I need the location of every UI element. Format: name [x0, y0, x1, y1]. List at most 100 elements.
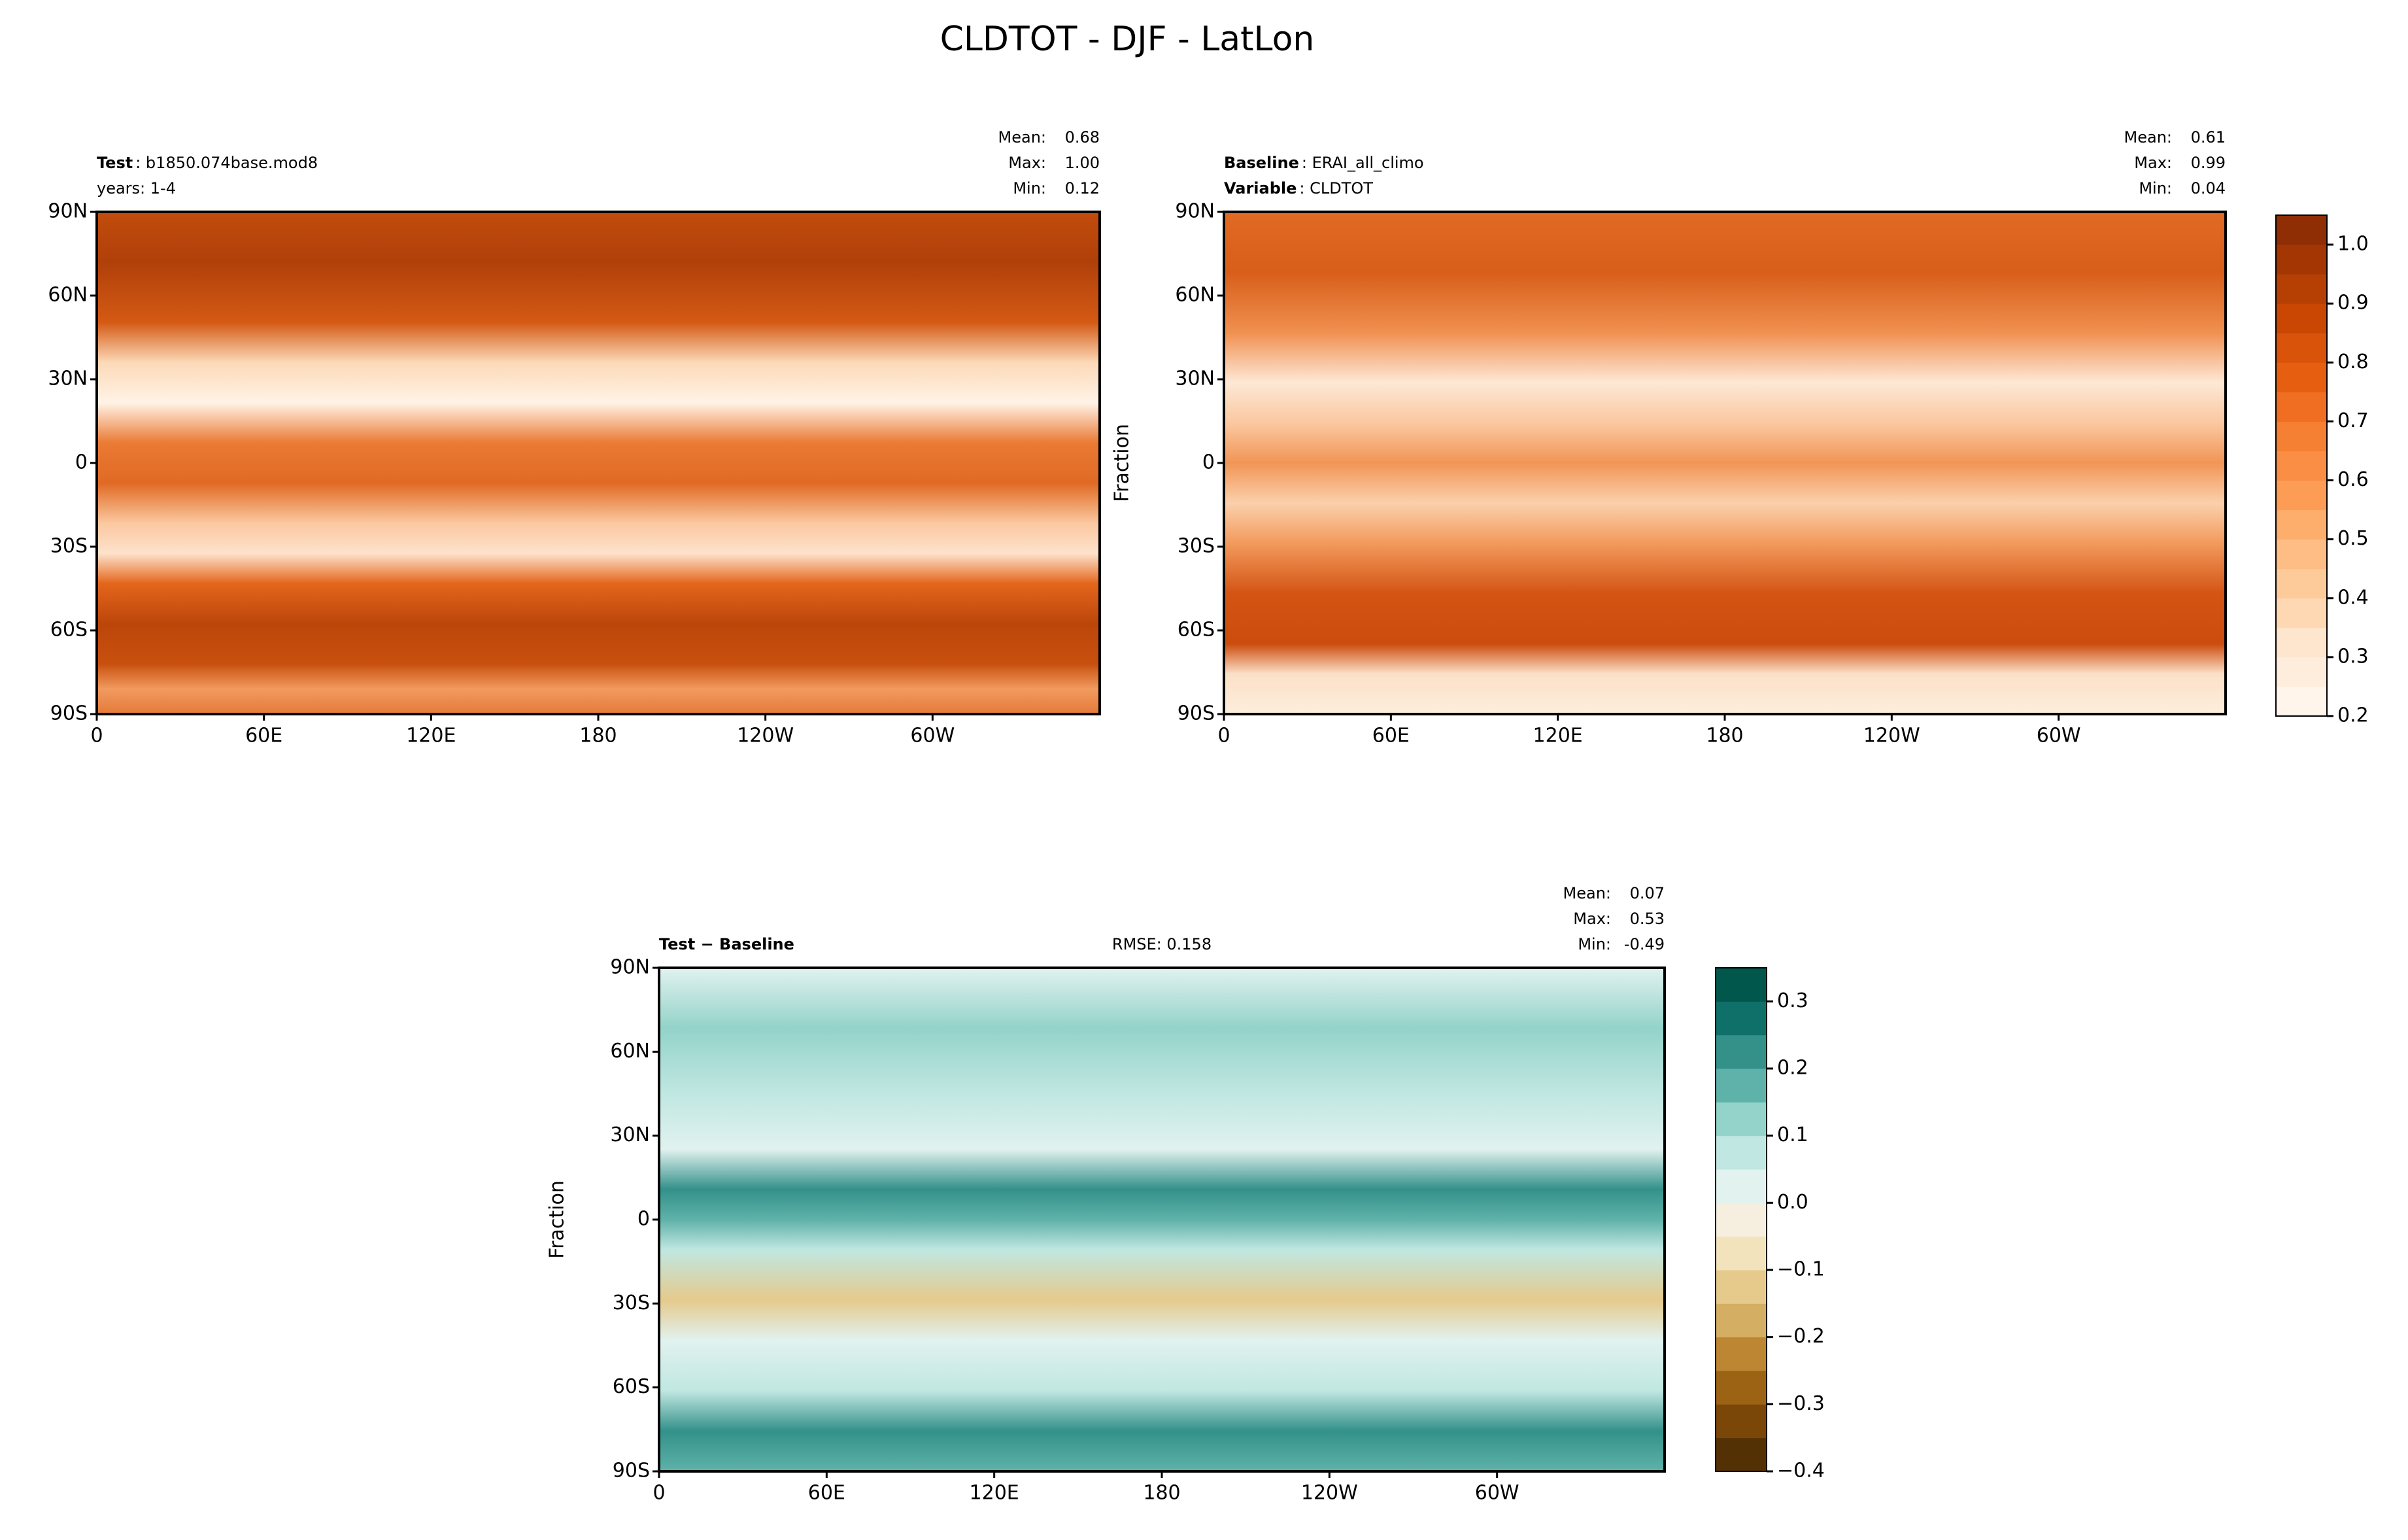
y-tick-label: 30S	[613, 1292, 650, 1314]
y-axis-label: Fraction	[546, 1180, 569, 1259]
stat-value: 0.07	[1630, 884, 1665, 902]
colorbar-tick-label: 0.0	[1777, 1191, 1808, 1214]
colorbar-tick-label: 0.1	[1777, 1123, 1808, 1146]
colorbar-band	[1716, 1437, 1767, 1472]
colorbar-band	[1716, 1203, 1767, 1237]
figure-title: CLDTOT - DJF - LatLon	[940, 20, 1315, 59]
y-tick-label: 60S	[1178, 619, 1215, 642]
colorbar-tick-label: 0.7	[2337, 409, 2369, 432]
x-tick-label: 60W	[1475, 1482, 1519, 1505]
colorbar-band	[2276, 509, 2327, 540]
colorbar-band	[1716, 1069, 1767, 1103]
panel-key: Test	[97, 154, 133, 172]
colorbar-tick-label: 0.2	[2337, 704, 2369, 727]
colorbar-frame	[2275, 214, 2328, 717]
panel-text: : ERAI_all_climo	[1302, 154, 1424, 172]
panel-key: Baseline	[1224, 154, 1299, 172]
stat-label: Max:	[2134, 154, 2172, 172]
y-tick-label: 90S	[1178, 702, 1215, 725]
colorbar-band	[2276, 333, 2327, 363]
y-tick-label: 30S	[50, 535, 88, 558]
stat-value: 0.12	[1065, 179, 1100, 197]
y-tick-label: 90S	[613, 1460, 650, 1482]
colorbar-band	[2276, 451, 2327, 481]
colorbar-band	[1716, 1404, 1767, 1439]
colorbar-band	[1716, 1270, 1767, 1304]
colorbar-band	[2276, 215, 2327, 245]
stat-label: Min:	[1013, 179, 1046, 197]
stat-label: Mean:	[1563, 884, 1611, 902]
y-tick-label: 90N	[1175, 200, 1215, 223]
stat-value: 0.99	[2191, 154, 2226, 172]
colorbar-tick-label: −0.4	[1777, 1460, 1825, 1482]
colorbar-band	[2276, 303, 2327, 334]
y-tick-label: 90N	[610, 956, 650, 979]
colorbar-tick-label: 0.2	[1777, 1057, 1808, 1080]
colorbar-band	[1716, 1035, 1767, 1069]
colorbar-band	[2276, 686, 2327, 717]
panel-key: Test − Baseline	[659, 935, 794, 953]
colorbar-band	[1716, 1102, 1767, 1137]
colorbar-tick-label: −0.1	[1777, 1258, 1825, 1281]
stat-label: Min:	[2139, 179, 2172, 197]
colorbar-band	[1716, 1337, 1767, 1371]
colorbar-band	[2276, 568, 2327, 599]
colorbar-band	[1716, 968, 1767, 1002]
stat-value: 0.61	[2191, 128, 2226, 146]
colorbar-band	[2276, 627, 2327, 658]
stat-label: Mean:	[2124, 128, 2172, 146]
colorbar-band	[2276, 480, 2327, 511]
stat-label: Max:	[1008, 154, 1046, 172]
x-tick-label: 120W	[1863, 725, 1920, 747]
x-tick-label: 60W	[2037, 725, 2081, 747]
colorbar-tick-label: −0.2	[1777, 1325, 1825, 1348]
y-tick-label: 60N	[1175, 284, 1215, 307]
y-tick-label: 30S	[1178, 535, 1215, 558]
colorbar-tick-label: 0.4	[2337, 586, 2369, 609]
x-tick-label: 120E	[1533, 725, 1583, 747]
colorbar-band	[2276, 598, 2327, 628]
stat-value: -0.49	[1624, 935, 1665, 953]
colorbar-band	[2276, 421, 2327, 451]
colorbar-band	[2276, 539, 2327, 570]
x-tick-label: 0	[653, 1482, 665, 1505]
map-field	[659, 968, 1665, 1471]
x-tick-label: 180	[1706, 725, 1743, 747]
map-field	[1224, 212, 2226, 714]
y-tick-label: 0	[75, 451, 88, 474]
colorbar-band	[2276, 245, 2327, 275]
stat-value: 0.68	[1065, 128, 1100, 146]
x-tick-label: 0	[90, 725, 103, 747]
x-tick-label: 60W	[910, 725, 955, 747]
panel-text: : CLDTOT	[1299, 179, 1373, 197]
colorbar-frame	[1715, 967, 1767, 1472]
y-tick-label: 30N	[1175, 368, 1215, 390]
colorbar-tick-label: 0.5	[2337, 527, 2369, 550]
y-tick-label: 90S	[50, 702, 88, 725]
colorbar-band	[2276, 362, 2327, 392]
stat-value: 1.00	[1065, 154, 1100, 172]
y-tick-label: 60N	[48, 284, 88, 307]
colorbar-band	[2276, 274, 2327, 304]
x-tick-label: 0	[1217, 725, 1230, 747]
stat-label: Max:	[1573, 910, 1611, 928]
y-tick-label: 60S	[50, 619, 88, 642]
colorbar-band	[1716, 1371, 1767, 1405]
panel-text: : b1850.074base.mod8	[135, 154, 318, 172]
stat-value: 0.04	[2191, 179, 2226, 197]
colorbar-tick-label: 0.3	[1777, 989, 1808, 1012]
colorbar-band	[1716, 1135, 1767, 1170]
x-tick-label: 120W	[737, 725, 794, 747]
colorbar-band	[1716, 1169, 1767, 1203]
rmse: RMSE: 0.158	[1112, 935, 1212, 953]
colorbar-tick-label: 0.3	[2337, 645, 2369, 668]
x-tick-label: 60E	[808, 1482, 845, 1505]
colorbar-tick-label: 0.9	[2337, 292, 2369, 315]
x-tick-label: 180	[1143, 1482, 1180, 1505]
y-tick-label: 60N	[610, 1040, 650, 1063]
x-tick-label: 180	[579, 725, 617, 747]
stat-label: Mean:	[998, 128, 1046, 146]
x-tick-label: 60E	[1372, 725, 1410, 747]
panel-text: years: 1-4	[97, 179, 176, 197]
